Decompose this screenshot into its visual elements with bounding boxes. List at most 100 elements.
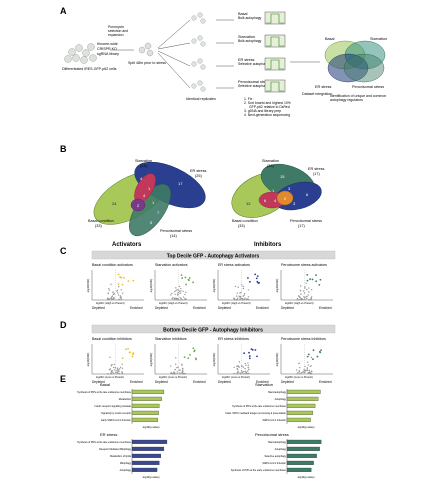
hit-point [128, 351, 131, 354]
bar-chart: Starvation Macroautophagy Autophagy Synthes… [225, 382, 321, 429]
hit-point [256, 280, 259, 283]
banner-d [91, 324, 336, 334]
volcano-point [110, 371, 113, 373]
hit-point [187, 278, 190, 281]
volcano-point [184, 298, 186, 300]
act-count-perox: (14) [170, 234, 177, 238]
activators-title: Activators [112, 242, 142, 248]
volcano-point [175, 357, 177, 359]
bar [131, 446, 165, 451]
inh-count-starvation: (33) [267, 164, 274, 168]
hit-point [312, 349, 315, 352]
volcano-point [308, 287, 310, 289]
bar-category-label: Synthesis of PIPs at the late endosome m… [232, 405, 286, 408]
panel-c-letter: C [60, 246, 67, 256]
hit-point [193, 350, 196, 353]
bar-category-label: Receptor Mediated Mitophagy [99, 448, 132, 451]
bar-chart-title: Starvation [255, 382, 273, 387]
activators-venn [93, 161, 206, 237]
volcano-point [309, 365, 312, 367]
bar-xlabel: -log10(p-value) [297, 425, 315, 429]
volcano-point [116, 372, 118, 374]
volcano-row-d: Basal condition inhibitors -log10(FDR) log… [86, 337, 333, 384]
svg-text:1: 1 [148, 186, 151, 191]
depleted-label: Depleted [92, 306, 105, 310]
volcano-point [305, 369, 307, 372]
venn-label-er: ER stress [315, 85, 332, 89]
volcano-point [177, 294, 179, 296]
volcano-point [179, 297, 181, 299]
volcano-point [305, 282, 307, 285]
act-label-er: ER stress [190, 169, 207, 173]
volcano-point [114, 366, 117, 369]
bar [286, 417, 311, 422]
hit-point [131, 355, 134, 358]
hit-point [188, 277, 191, 279]
volcano-point [121, 367, 124, 370]
volcano-point [303, 298, 306, 301]
volcano-point [233, 297, 235, 300]
volcano-title: Peroxisome stress inhibitors [281, 337, 326, 341]
banner-c-text: Top Decile GFP - Autophagy Activators [167, 254, 260, 260]
volcano-point [119, 368, 121, 370]
volcano-point [170, 372, 172, 375]
volcano-point [171, 292, 173, 295]
venn-label-perox: Peroxisomal stress [352, 85, 384, 89]
volcano-point [119, 366, 122, 368]
bar-chart: Basal Synthesis of PIPs at the late endos… [77, 382, 165, 429]
volcano-point [113, 363, 116, 366]
bar-category-label: SARS-CoV-1 Infection [262, 419, 286, 422]
volcano-point [240, 370, 243, 372]
volcano-point [121, 363, 123, 365]
volcano-point [306, 297, 308, 300]
bar-category-label: Early SARS-CoV-2 Infection [101, 419, 131, 422]
bar [286, 403, 316, 408]
volcano-point [238, 361, 241, 363]
volcano-point [243, 299, 246, 301]
volcano-point [235, 372, 238, 375]
volcano-point [182, 370, 184, 373]
condition-subtitle: Bulk autophagy [238, 39, 262, 43]
inh-region-counts: 12 15 6 6 4 2 3 1 3 [246, 174, 309, 206]
bar-category-label: Metabolism of lipids [110, 455, 132, 458]
volcano-point [242, 295, 245, 297]
bar-category-label: Autophagy [120, 469, 132, 472]
volcano-point [110, 283, 112, 286]
hit-point [187, 357, 190, 360]
hit-point [315, 274, 317, 277]
bar-category-label: Metabolism [119, 398, 131, 401]
volcano-point [112, 291, 114, 293]
volcano-point [177, 298, 180, 300]
volcano-point [110, 373, 112, 375]
svg-text:24: 24 [112, 201, 117, 206]
inh-label-er: ER stress [308, 167, 325, 171]
enriched-label: Enriched [256, 380, 269, 384]
hit-point [184, 276, 187, 279]
hit-point [309, 278, 311, 281]
volcano-point [303, 369, 306, 371]
volcano-point [110, 370, 113, 372]
volcano-point [304, 286, 306, 288]
svg-text:3: 3 [293, 201, 296, 206]
panel-b-letter: B [60, 144, 67, 154]
panel-a-letter: A [60, 6, 67, 16]
volcano-ylabel: -log10(FDR) [212, 279, 216, 293]
cell-icon [200, 86, 206, 92]
bar [131, 389, 165, 394]
volcano-point [307, 372, 309, 374]
volcano-point [303, 292, 306, 294]
volcano-point [298, 362, 300, 365]
bar [131, 439, 168, 444]
volcano-ylabel: -log10(FDR) [212, 353, 216, 367]
enriched-label: Enriched [193, 306, 206, 310]
volcano-point [303, 296, 305, 298]
volcano-point [181, 364, 183, 366]
inh-label-basal: Basal condition [232, 219, 258, 223]
volcano-point [248, 368, 250, 371]
volcano-point [239, 298, 242, 300]
volcano-point [176, 298, 179, 300]
volcano-point [297, 299, 300, 301]
